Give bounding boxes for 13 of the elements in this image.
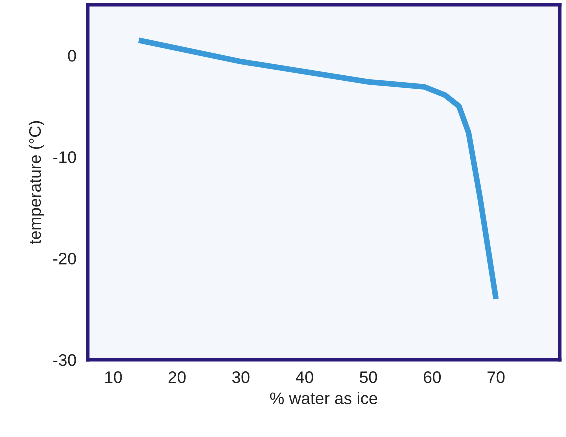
x-tick-label: 70 <box>488 372 505 384</box>
x-tick-label: 60 <box>424 372 442 384</box>
y-tick-label: -10 <box>54 152 76 164</box>
y-tick-label: -20 <box>54 252 76 265</box>
x-tick-label: 10 <box>106 372 122 384</box>
y-tick-label: 0 <box>68 50 76 62</box>
x-tick-label: 20 <box>168 372 186 384</box>
y-axis-title: temperature (°C) <box>28 121 44 244</box>
x-tick-label: 30 <box>232 372 250 384</box>
x-axis-title: % water as ice <box>270 392 378 404</box>
x-tick-label: 40 <box>296 372 314 384</box>
y-tick-label: -30 <box>54 354 76 366</box>
x-tick-label: 50 <box>360 372 378 384</box>
